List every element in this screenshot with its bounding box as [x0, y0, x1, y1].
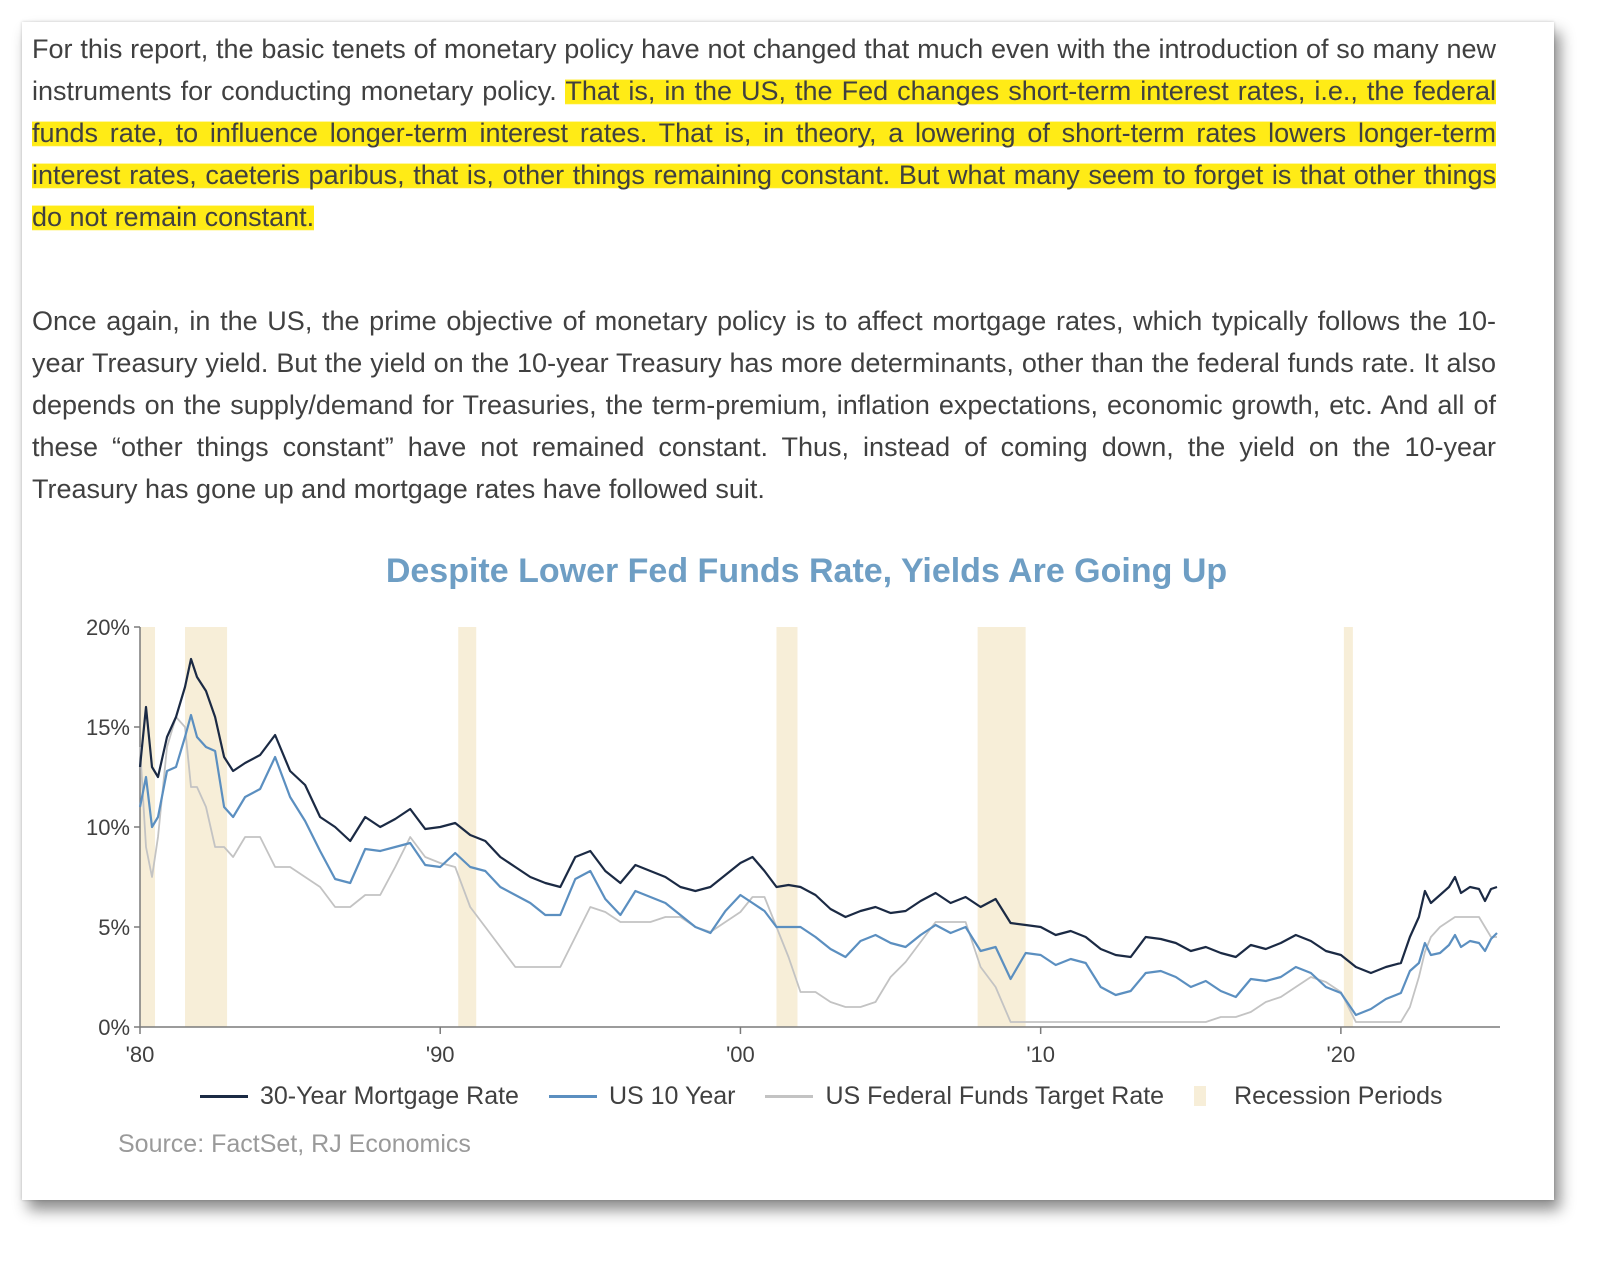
paragraph-2: Once again, in the US, the prime objecti…	[32, 306, 1496, 504]
series-line-fedfunds	[139, 716, 1497, 1023]
legend-item-fedfunds: US Federal Funds Target Rate	[765, 1082, 1164, 1111]
recession-band-5	[1343, 627, 1353, 1027]
legend-item-mortgage: 30-Year Mortgage Rate	[200, 1082, 519, 1111]
legend-label-recession: Recession Periods	[1234, 1081, 1443, 1110]
recession-band-3	[776, 627, 798, 1027]
legend-label-fedfunds: US Federal Funds Target Rate	[825, 1081, 1165, 1110]
y-tick-label-1: 5%	[98, 915, 130, 940]
recession-band-2	[458, 627, 477, 1027]
legend-label-us10y: US 10 Year	[608, 1081, 736, 1110]
paragraph-1-plain: For this report, the basic tenets of mon…	[32, 34, 1496, 106]
legend-swatch-fedfunds	[765, 1094, 814, 1098]
chart-title: Despite Lower Fed Funds Rate, Yields Are…	[385, 552, 1228, 590]
chart-source: Source: FactSet, RJ Economics	[118, 1130, 471, 1158]
paragraph-1: For this report, the basic tenets of mon…	[32, 28, 1497, 238]
y-tick-label-4: 20%	[86, 615, 130, 640]
legend-label-mortgage: 30-Year Mortgage Rate	[260, 1081, 519, 1110]
x-tick-label-1: '90	[426, 1042, 455, 1067]
x-tick-label-4: '20	[1327, 1042, 1356, 1067]
legend-swatch-mortgage	[200, 1094, 248, 1098]
series-line-us10y	[138, 713, 1498, 1017]
legend-item-recession: Recession Periods	[1194, 1081, 1443, 1111]
y-tick-label-2: 10%	[86, 815, 130, 840]
chart-legend: 30-Year Mortgage Rate US 10 Year US Fede…	[200, 1078, 1473, 1114]
x-tick-label-2: '00	[726, 1042, 755, 1067]
x-tick-label-0: '80	[126, 1042, 155, 1067]
legend-swatch-us10y	[548, 1094, 597, 1098]
recession-band-1	[185, 627, 228, 1027]
x-tick-label-3: '10	[1026, 1042, 1055, 1067]
y-tick-label-3: 15%	[86, 715, 130, 740]
legend-item-us10y: US 10 Year	[548, 1081, 736, 1111]
legend-swatch-recession	[1194, 1086, 1207, 1106]
series-line-mortgage	[138, 657, 1498, 975]
y-tick-label-0: 0%	[98, 1015, 130, 1040]
